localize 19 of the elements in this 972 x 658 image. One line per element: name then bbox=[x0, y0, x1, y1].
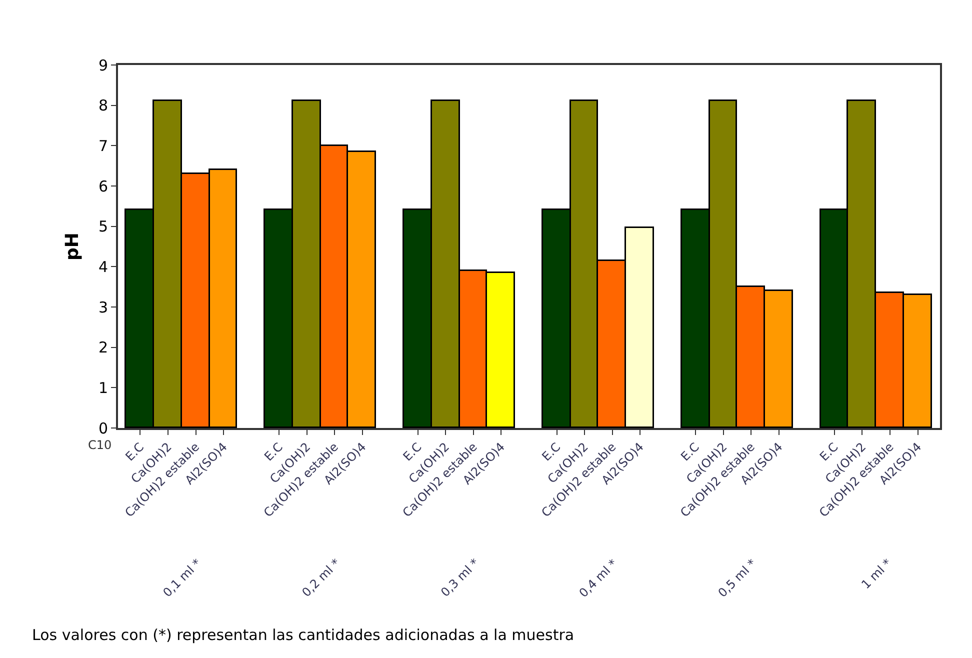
y-tick-label: 2 bbox=[98, 338, 108, 357]
text: 0,1 ml * bbox=[160, 556, 204, 600]
y-axis-title: pH bbox=[62, 232, 84, 260]
text: 0,5 ml * bbox=[715, 556, 760, 600]
text: 0,3 ml * bbox=[438, 556, 482, 600]
y-tick-label: 1 bbox=[98, 378, 108, 397]
text: 0,2 ml * bbox=[299, 556, 343, 600]
y-tick-label: 8 bbox=[98, 96, 108, 115]
y-tick-label: 9 bbox=[98, 56, 108, 74]
text: C10 bbox=[88, 438, 112, 452]
y-tick-label: 3 bbox=[98, 298, 108, 316]
text: 1 ml * bbox=[858, 556, 894, 592]
text: 0,4 ml * bbox=[576, 556, 620, 600]
y-tick-label: 7 bbox=[98, 136, 108, 155]
y-tick-label: 5 bbox=[98, 218, 108, 236]
y-tick-label: 0 bbox=[98, 419, 108, 438]
y-tick-label: 4 bbox=[98, 258, 108, 276]
text: Los valores con (*) representan las cantidades adicionadas a la muestra bbox=[32, 626, 574, 644]
y-tick-label: 6 bbox=[98, 177, 108, 196]
